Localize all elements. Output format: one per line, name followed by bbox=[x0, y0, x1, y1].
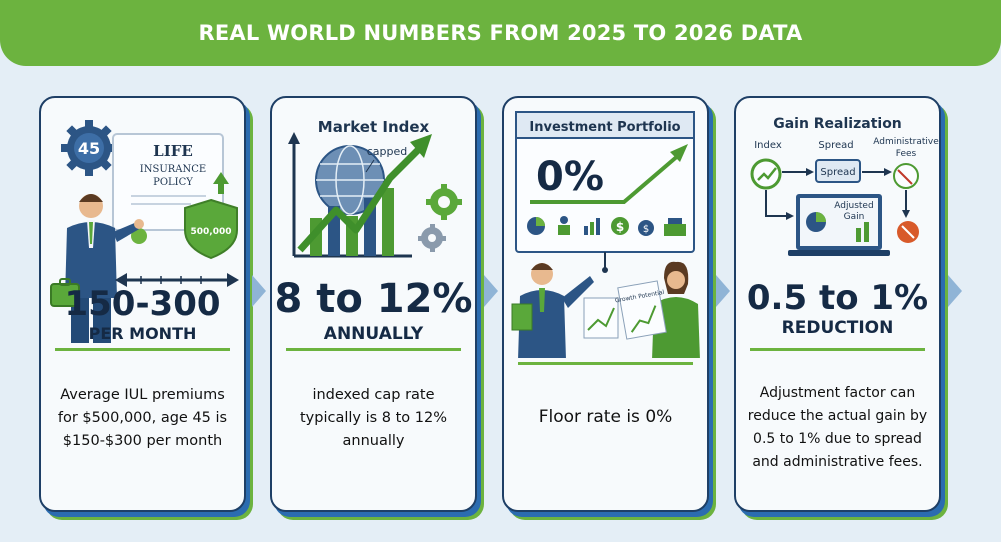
businessman-figure bbox=[65, 194, 144, 343]
index-growth-icon bbox=[750, 158, 782, 190]
floor-rate-description: Floor rate is 0% bbox=[538, 407, 673, 427]
shield-icon bbox=[184, 198, 238, 260]
svg-text:Spread: Spread bbox=[818, 140, 853, 151]
svg-text:Adjusted: Adjusted bbox=[834, 201, 873, 211]
floor-rate-value: 0% bbox=[536, 154, 604, 200]
reduction-range-value: 0.5 to 1% bbox=[746, 278, 929, 318]
chevron-right-icon bbox=[252, 275, 266, 307]
svg-text:$: $ bbox=[616, 220, 624, 234]
svg-text:Index: Index bbox=[754, 140, 782, 151]
fee-reduction-icon bbox=[893, 163, 919, 189]
card-gain-realization: Gain Realization Index Spread Administra… bbox=[734, 96, 941, 512]
gain-realization-title: Gain Realization bbox=[773, 116, 902, 132]
fee-reduction-icon bbox=[897, 221, 919, 243]
card-divider bbox=[518, 362, 693, 365]
chevron-right-icon bbox=[948, 275, 962, 307]
card-divider bbox=[286, 348, 461, 351]
svg-text:Fees: Fees bbox=[896, 149, 917, 159]
portfolio-title: Investment Portfolio bbox=[529, 120, 680, 135]
trend-arrow-icon bbox=[297, 147, 421, 253]
card-divider bbox=[750, 348, 925, 351]
dollar-icon: $ bbox=[611, 217, 629, 235]
banner-title: REAL WORLD NUMBERS FROM 2025 TO 2026 DAT… bbox=[198, 21, 803, 45]
advisor-woman-figure bbox=[652, 261, 700, 358]
market-chart-illustration: capped bbox=[288, 132, 462, 258]
chevron-right-icon bbox=[716, 275, 730, 307]
gear-icon bbox=[426, 184, 462, 220]
svg-text:POLICY: POLICY bbox=[153, 177, 193, 188]
insurance-illustration: 45 LIFE INSURANCE POLICY 500,000 bbox=[50, 120, 239, 343]
cap-rate-description: indexed cap rate typically is 8 to 12% a… bbox=[299, 387, 448, 449]
market-index-title: Market Index bbox=[317, 118, 430, 136]
svg-text:LIFE: LIFE bbox=[153, 142, 193, 160]
premium-description: Average IUL premiums for $500,000, age 4… bbox=[57, 387, 228, 449]
advisor-man-figure bbox=[511, 263, 594, 358]
svg-text:$: $ bbox=[643, 224, 649, 235]
svg-text:capped: capped bbox=[367, 145, 408, 158]
bar-chart-icon bbox=[584, 218, 600, 235]
growth-arrow-icon bbox=[530, 152, 682, 204]
spread-box bbox=[815, 159, 861, 183]
age-badge-text: 45 bbox=[78, 139, 100, 158]
cap-rate-value: 8 to 12% bbox=[274, 276, 473, 322]
money-bag-icon: $ bbox=[638, 220, 654, 236]
cap-rate-period-label: ANNUALLY bbox=[323, 324, 424, 344]
reduction-label: REDUCTION bbox=[781, 318, 894, 338]
people-icon bbox=[558, 216, 570, 235]
globe-icon bbox=[315, 145, 385, 215]
growth-document bbox=[617, 280, 667, 340]
mini-chart-card bbox=[583, 297, 619, 339]
svg-text:INSURANCE: INSURANCE bbox=[140, 164, 206, 175]
pie-chart-icon bbox=[527, 217, 545, 235]
chevron-right-icon bbox=[484, 275, 498, 307]
gear-icon bbox=[418, 224, 446, 252]
header-banner: REAL WORLD NUMBERS FROM 2025 TO 2026 DAT… bbox=[0, 0, 1001, 66]
svg-text:Gain: Gain bbox=[844, 212, 865, 222]
up-arrow-icon bbox=[213, 172, 229, 194]
premium-period-label: PER MONTH bbox=[88, 324, 197, 343]
laptop-icon bbox=[788, 194, 890, 256]
svg-text:Spread: Spread bbox=[820, 167, 855, 178]
svg-text:500,000: 500,000 bbox=[191, 227, 232, 237]
growth-bars-icon bbox=[664, 218, 686, 236]
adjustment-description: Adjustment factor can reduce the actual … bbox=[747, 385, 928, 470]
card-investment-portfolio: Investment Portfolio 0% $ $ bbox=[502, 96, 709, 512]
gain-flow-illustration: Index Spread Administrative Fees Spread bbox=[750, 137, 939, 256]
portfolio-illustration: Investment Portfolio 0% $ $ bbox=[511, 111, 700, 358]
premium-range-value: 150-300 bbox=[64, 284, 221, 324]
card-premiums: 45 LIFE INSURANCE POLICY 500,000 bbox=[39, 96, 246, 512]
card-market-index: Market Index capped bbox=[270, 96, 477, 512]
svg-text:Administrative: Administrative bbox=[873, 137, 939, 147]
seal-icon bbox=[131, 228, 147, 244]
card-divider bbox=[55, 348, 230, 351]
